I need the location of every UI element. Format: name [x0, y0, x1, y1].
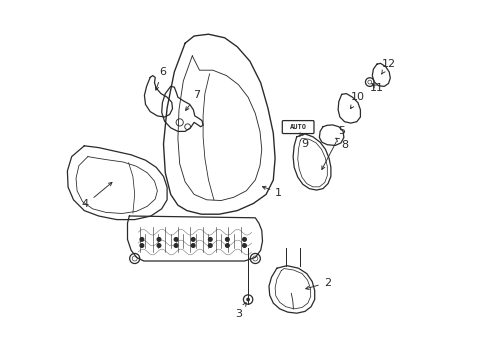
- Circle shape: [191, 244, 195, 247]
- Text: 7: 7: [185, 90, 200, 111]
- Text: 9: 9: [299, 133, 308, 149]
- Circle shape: [191, 238, 195, 241]
- Text: 8: 8: [335, 138, 348, 150]
- Text: AUTO: AUTO: [289, 124, 306, 130]
- Circle shape: [246, 298, 249, 301]
- Circle shape: [242, 244, 246, 247]
- Text: 5: 5: [321, 126, 345, 170]
- Circle shape: [174, 244, 178, 247]
- Circle shape: [140, 244, 143, 247]
- Text: 11: 11: [369, 83, 383, 93]
- Circle shape: [242, 238, 246, 241]
- Text: 2: 2: [305, 278, 330, 289]
- Circle shape: [140, 238, 143, 241]
- Circle shape: [157, 244, 161, 247]
- Text: 10: 10: [350, 92, 364, 109]
- Text: 1: 1: [262, 186, 282, 198]
- Text: 6: 6: [155, 67, 165, 90]
- Circle shape: [208, 244, 212, 247]
- Circle shape: [157, 238, 161, 241]
- Circle shape: [225, 244, 229, 247]
- Text: 12: 12: [381, 59, 395, 74]
- Circle shape: [225, 238, 229, 241]
- Circle shape: [174, 238, 178, 241]
- FancyBboxPatch shape: [282, 121, 313, 134]
- Text: 3: 3: [235, 303, 245, 319]
- Circle shape: [208, 238, 212, 241]
- Text: 4: 4: [81, 183, 112, 210]
